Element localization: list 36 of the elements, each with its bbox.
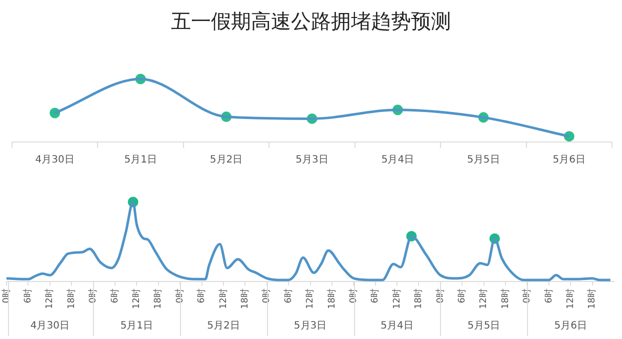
x-tick-label: 6时 (543, 288, 554, 304)
x-tick-label: 6时 (456, 288, 468, 304)
x2-tick-label: 4月30日 (30, 320, 70, 332)
x-tick-label: 5月4日 (381, 154, 414, 166)
x-tick-label: 12时 (131, 288, 142, 309)
x-tick-label: 12时 (304, 288, 316, 309)
x2-tick-label: 5月4日 (380, 320, 414, 332)
x-tick-label: 18时 (152, 288, 164, 309)
x-tick-label: 6时 (22, 288, 34, 304)
x-tick-label: 6时 (370, 288, 381, 304)
x-tick-label: 5月6日 (552, 154, 586, 166)
x-tick-label: 5月1日 (124, 154, 157, 166)
x-tick-label: 12时 (478, 288, 490, 309)
x-tick-label: 18时 (413, 288, 424, 309)
x2-tick-label: 5月3日 (294, 320, 327, 332)
x-tick-label: 6时 (282, 288, 294, 304)
x-tick-label: 4月30日 (35, 154, 74, 166)
x-tick-label: 18时 (586, 288, 598, 309)
x-tick-label: 5月5日 (467, 154, 500, 166)
x-tick-label: 6时 (109, 288, 120, 304)
x2-tick-label: 5月6日 (554, 320, 587, 332)
x-tick-label: 12时 (391, 288, 402, 309)
x-tick-label: 6时 (196, 288, 208, 304)
chart-title: 五一假期高速公路拥堵趋势预测 (170, 8, 452, 35)
x-tick-label: 18时 (326, 288, 338, 309)
x-tick-label: 18时 (240, 288, 251, 309)
x-tick-label: 18时 (66, 288, 77, 309)
x-tick-label: 12时 (44, 288, 56, 309)
x-tick-label: 5月3日 (296, 154, 328, 166)
x-tick-label: 18时 (500, 288, 511, 309)
x-tick-label: 12时 (564, 288, 576, 309)
x2-tick-label: 5月5日 (467, 320, 500, 332)
x-tick-label: 12时 (218, 288, 229, 309)
x2-tick-label: 5月1日 (120, 320, 154, 332)
x2-tick-label: 5月2日 (207, 320, 240, 332)
x-tick-label: 5月2日 (210, 154, 243, 166)
